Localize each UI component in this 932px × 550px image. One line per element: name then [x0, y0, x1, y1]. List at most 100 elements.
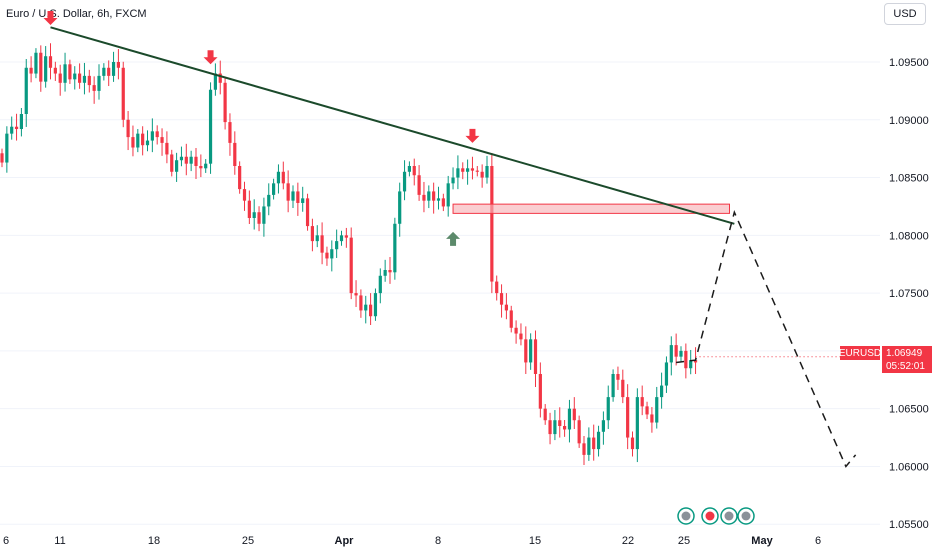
candle-body — [29, 67, 33, 74]
candle-body — [669, 345, 673, 363]
candle-body — [533, 339, 538, 374]
candle-body — [679, 350, 683, 357]
candle-body — [461, 168, 465, 172]
arrow-down-icon — [203, 50, 218, 65]
candle-body — [208, 89, 213, 164]
candle-body — [451, 177, 455, 184]
candle-body — [349, 237, 353, 294]
candle-body — [587, 437, 591, 455]
candle-body — [475, 170, 479, 172]
x-tick-label: Apr — [335, 535, 355, 547]
candle-body — [601, 420, 605, 432]
candle-body — [529, 339, 533, 363]
candle-body — [466, 168, 470, 172]
countdown-tag: 05:52:01 — [882, 360, 932, 373]
arrow-down-icon — [465, 128, 480, 143]
candle-body — [689, 360, 693, 369]
candle-body — [635, 397, 639, 450]
candle-body — [383, 270, 387, 276]
candle-body — [78, 73, 82, 83]
candle-body — [684, 350, 688, 369]
candle-body — [10, 126, 14, 134]
candle-body — [514, 327, 518, 334]
candle-body — [213, 73, 217, 90]
candle-body — [276, 171, 281, 184]
candle-body — [509, 310, 513, 328]
candle-body — [339, 235, 344, 242]
trendline — [50, 26, 735, 225]
candle-body — [228, 122, 232, 143]
candle-body — [53, 67, 57, 74]
candle-body — [145, 140, 150, 146]
last-price-tag: 1.06949 — [882, 346, 932, 360]
candle-body — [262, 206, 266, 224]
candle-body — [121, 67, 125, 120]
y-tick-label: 1.06000 — [889, 461, 929, 473]
candle-body — [296, 191, 300, 203]
candle-body — [558, 420, 562, 426]
candle-body — [456, 168, 460, 178]
candle-body — [310, 226, 314, 242]
candle-body — [412, 166, 416, 176]
candle-body — [48, 56, 53, 68]
candle-body — [199, 166, 203, 169]
candle-body — [543, 408, 547, 421]
candle-body — [630, 437, 635, 450]
candle-body — [567, 408, 572, 430]
candle-body — [335, 241, 339, 250]
flag-icon — [741, 511, 751, 521]
candle-body — [441, 198, 445, 207]
candle-body — [655, 397, 659, 423]
candle-body — [470, 168, 475, 171]
candle-body — [436, 198, 441, 201]
candle-body — [136, 133, 140, 148]
candle-body — [640, 397, 644, 407]
candle-body — [97, 75, 101, 91]
candle-body — [388, 270, 392, 273]
candle-body — [19, 114, 23, 130]
chart-title: Euro / U.S. Dollar, 6h, FXCM — [6, 8, 147, 20]
candle-body — [369, 304, 373, 317]
candle-body — [592, 437, 596, 450]
y-tick-label: 1.09500 — [889, 57, 929, 69]
candle-body — [315, 235, 319, 242]
candle-body — [165, 142, 169, 155]
candle-body — [131, 137, 135, 148]
candle-body — [281, 171, 285, 184]
candle-body — [402, 171, 407, 192]
candle-body — [238, 166, 242, 190]
candle-body — [519, 333, 523, 340]
candle-body — [179, 156, 184, 161]
candle-body — [446, 183, 450, 207]
candle-body — [378, 275, 382, 294]
x-tick-label: 22 — [622, 535, 634, 547]
candle-body — [82, 75, 87, 83]
flag-icon — [681, 511, 691, 521]
candle-body — [184, 156, 188, 164]
y-tick-label: 1.09000 — [889, 115, 929, 127]
candle-body — [611, 374, 615, 398]
candle-body — [189, 156, 193, 164]
candle-body — [92, 85, 96, 91]
x-tick-label: 8 — [435, 535, 441, 547]
x-tick-label: 11 — [54, 535, 65, 547]
candle-body — [364, 304, 368, 311]
candles-layer — [0, 43, 698, 466]
candle-body — [582, 443, 586, 455]
candle-body — [39, 52, 43, 82]
candle-body — [155, 131, 159, 138]
currency-button[interactable]: USD — [884, 3, 926, 25]
candle-body — [63, 64, 67, 83]
candle-body — [257, 212, 261, 224]
candle-body — [490, 166, 494, 282]
candle-body — [126, 119, 130, 138]
event-icons — [677, 507, 755, 525]
candle-body — [422, 194, 426, 201]
x-tick-label: 25 — [242, 535, 254, 547]
candle-body — [485, 166, 489, 178]
candle-body — [398, 191, 402, 224]
candle-body — [0, 153, 4, 163]
candle-body — [5, 133, 9, 163]
